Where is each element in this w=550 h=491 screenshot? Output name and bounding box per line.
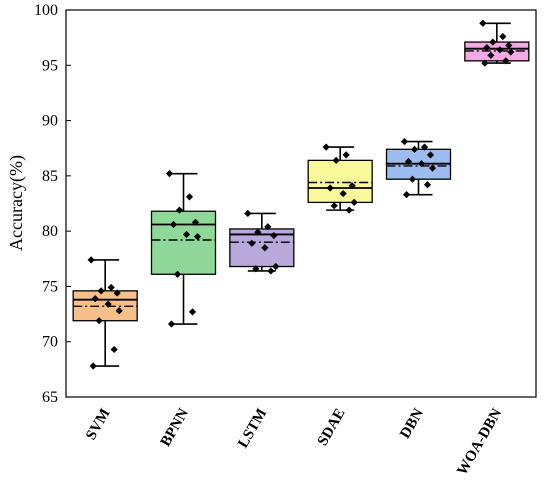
data-point bbox=[97, 287, 105, 295]
data-point bbox=[95, 317, 103, 325]
data-point bbox=[339, 189, 347, 198]
data-point bbox=[87, 256, 95, 264]
data-point bbox=[342, 151, 350, 159]
data-point bbox=[332, 156, 340, 164]
data-point bbox=[107, 283, 115, 292]
y-tick-label: 75 bbox=[42, 278, 58, 295]
data-point bbox=[479, 19, 487, 27]
x-category-label: SDAE bbox=[315, 406, 349, 449]
data-point bbox=[115, 307, 123, 315]
data-point bbox=[417, 160, 426, 168]
data-point bbox=[489, 38, 497, 46]
data-point bbox=[254, 228, 262, 236]
data-point bbox=[420, 143, 429, 151]
data-point bbox=[428, 164, 437, 172]
data-point bbox=[173, 270, 182, 278]
y-tick-label: 70 bbox=[42, 334, 58, 351]
data-point bbox=[89, 362, 97, 370]
data-point bbox=[345, 206, 353, 214]
box-group bbox=[464, 19, 530, 67]
data-point bbox=[248, 239, 256, 247]
data-point bbox=[252, 265, 260, 273]
y-tick-label: 85 bbox=[42, 168, 58, 185]
data-point bbox=[188, 308, 197, 316]
data-point bbox=[408, 175, 417, 183]
data-point bbox=[182, 230, 191, 239]
data-point bbox=[507, 48, 515, 56]
data-point bbox=[113, 289, 121, 297]
data-point bbox=[110, 345, 118, 354]
data-point bbox=[261, 244, 269, 252]
data-point bbox=[423, 181, 432, 189]
data-point bbox=[402, 191, 411, 199]
boxes bbox=[72, 19, 530, 370]
data-point bbox=[410, 145, 419, 153]
y-axis-title: Accuracy(%) bbox=[6, 155, 27, 251]
box-group bbox=[229, 209, 295, 275]
data-point bbox=[175, 206, 184, 214]
data-point bbox=[167, 320, 176, 328]
data-point bbox=[400, 137, 409, 146]
data-point bbox=[191, 218, 200, 226]
y-tick-label: 65 bbox=[42, 389, 58, 406]
x-category-label: WOA-DBN bbox=[454, 406, 505, 478]
y-tick-label: 90 bbox=[42, 113, 58, 130]
x-category-label: LSTM bbox=[235, 406, 270, 451]
data-point bbox=[496, 46, 504, 54]
data-point bbox=[244, 209, 252, 218]
box-group bbox=[385, 137, 452, 199]
y-axis-ticks: 65 70 75 80 85 90 95 100 bbox=[34, 2, 71, 406]
data-point bbox=[272, 262, 280, 271]
data-point bbox=[499, 32, 507, 41]
x-category-label: BPNN bbox=[158, 406, 192, 450]
data-point bbox=[483, 43, 491, 52]
data-point bbox=[267, 267, 275, 275]
box-group bbox=[307, 143, 373, 214]
data-point bbox=[165, 170, 174, 178]
y-tick-label: 80 bbox=[42, 223, 58, 240]
data-point bbox=[481, 59, 489, 67]
box-body bbox=[150, 210, 217, 275]
box-body bbox=[307, 159, 373, 204]
y-tick-label: 95 bbox=[42, 57, 58, 74]
data-point bbox=[322, 143, 330, 151]
data-point bbox=[264, 223, 272, 231]
x-category-label: DBN bbox=[397, 406, 427, 442]
data-point bbox=[487, 51, 495, 59]
data-point bbox=[505, 41, 513, 49]
x-category-label: SVM bbox=[83, 406, 114, 443]
data-point bbox=[185, 193, 194, 201]
data-point bbox=[404, 157, 413, 166]
data-point bbox=[193, 233, 202, 241]
data-point bbox=[350, 198, 358, 206]
data-point bbox=[104, 300, 112, 308]
x-axis-labels: SVM BPNN LSTM SDAE DBN WOA-DBN bbox=[83, 406, 505, 478]
y-tick-label: 100 bbox=[34, 2, 58, 19]
data-point bbox=[270, 231, 278, 240]
data-point bbox=[169, 220, 178, 229]
data-point bbox=[326, 184, 334, 192]
data-point bbox=[426, 151, 435, 159]
data-point bbox=[330, 202, 338, 210]
data-point bbox=[502, 57, 510, 65]
data-point bbox=[91, 294, 99, 303]
data-point bbox=[348, 182, 356, 190]
plot-frame bbox=[65, 9, 537, 398]
box-group bbox=[72, 256, 138, 370]
box-group bbox=[150, 170, 217, 328]
